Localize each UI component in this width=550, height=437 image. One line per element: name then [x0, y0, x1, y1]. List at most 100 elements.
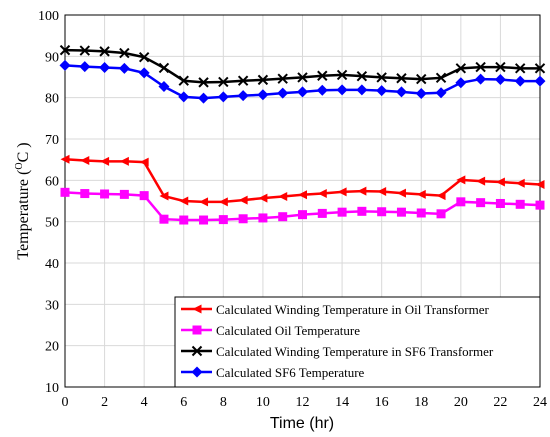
data-point: [277, 87, 289, 99]
data-point: [80, 189, 90, 199]
data-point: [476, 176, 486, 186]
data-point: [534, 75, 546, 87]
y-axis-label-main: Temperature (: [15, 170, 32, 260]
x-tick-label: 0: [62, 395, 69, 410]
data-point: [218, 76, 229, 88]
data-point: [59, 59, 71, 71]
x-tick-label: 4: [141, 395, 148, 410]
data-point-stroke: [435, 72, 447, 84]
data-point: [138, 67, 150, 79]
y-tick-label: 60: [45, 174, 59, 189]
data-point: [436, 191, 446, 201]
data-point-stroke: [534, 63, 546, 74]
y-tick-label: 10: [45, 381, 59, 396]
series-3: [59, 44, 546, 88]
data-point: [119, 47, 130, 59]
data-point: [238, 214, 248, 224]
data-point: [356, 70, 368, 82]
data-point: [377, 207, 387, 217]
series-group: [59, 44, 546, 225]
data-point: [336, 84, 348, 96]
data-point-stroke: [455, 63, 467, 74]
data-point: [396, 73, 407, 84]
data-point: [377, 186, 387, 196]
data-point: [416, 208, 426, 218]
data-point-stroke: [356, 70, 368, 82]
data-point: [257, 89, 269, 101]
x-tick-label: 16: [375, 395, 389, 410]
data-point: [317, 189, 327, 199]
data-point-stroke: [257, 74, 269, 86]
data-point: [138, 51, 150, 63]
legend: Calculated Winding Temperature in Oil Tr…: [174, 296, 541, 388]
data-point: [456, 197, 466, 207]
data-point: [515, 63, 526, 74]
data-point: [191, 345, 203, 357]
data-point: [178, 91, 190, 103]
data-point: [475, 73, 487, 85]
data-point: [435, 72, 447, 84]
data-point: [237, 90, 249, 102]
data-point: [119, 189, 129, 199]
data-point: [495, 198, 505, 208]
x-tick-label: 6: [180, 395, 187, 410]
data-point: [298, 190, 307, 200]
data-point: [191, 366, 203, 378]
data-point: [217, 91, 229, 103]
data-point: [179, 196, 189, 206]
data-point: [376, 72, 387, 83]
data-point: [119, 156, 129, 166]
data-point: [495, 177, 505, 187]
y-tick-label: 90: [45, 50, 59, 65]
y-axis-label-unit: C ): [15, 142, 32, 162]
data-point-stroke: [59, 44, 71, 56]
data-point: [534, 63, 546, 74]
data-point: [494, 73, 506, 85]
data-point: [317, 70, 328, 81]
x-tick-label: 14: [335, 395, 349, 410]
data-point: [456, 175, 466, 185]
data-point: [79, 61, 91, 73]
data-point: [357, 206, 367, 216]
legend-label: Calculated Winding Temperature in Oil Tr…: [216, 302, 490, 317]
data-point: [80, 155, 90, 165]
data-point: [376, 85, 388, 97]
data-point-stroke: [416, 73, 427, 85]
data-point: [435, 87, 447, 99]
data-point: [495, 61, 506, 73]
data-point: [475, 61, 486, 73]
data-point-stroke: [237, 75, 249, 86]
data-point-stroke: [158, 62, 170, 74]
data-point: [192, 304, 202, 314]
data-point: [278, 212, 288, 222]
series-1: [60, 154, 545, 207]
data-point-stroke: [191, 345, 203, 357]
y-tick-label: 50: [45, 216, 59, 231]
data-point: [192, 325, 202, 335]
data-point: [139, 157, 149, 167]
data-point: [199, 215, 209, 225]
data-point: [396, 207, 406, 217]
legend-box: [174, 296, 541, 388]
data-point: [99, 61, 111, 73]
data-point: [336, 69, 348, 81]
y-tick-label: 30: [45, 298, 59, 313]
data-point: [298, 210, 307, 220]
data-point: [198, 92, 210, 104]
data-point-stroke: [99, 46, 110, 57]
data-point: [455, 63, 467, 74]
data-point-stroke: [396, 73, 407, 84]
data-point: [357, 186, 367, 196]
data-point: [515, 199, 525, 209]
data-point: [258, 193, 268, 203]
data-point: [297, 86, 308, 98]
y-tick-label: 80: [45, 92, 59, 107]
data-point-stroke: [198, 77, 209, 88]
x-tick-label: 2: [101, 395, 108, 410]
data-point: [535, 200, 545, 210]
data-point: [60, 187, 70, 197]
data-point: [337, 187, 347, 197]
data-point: [258, 213, 268, 223]
